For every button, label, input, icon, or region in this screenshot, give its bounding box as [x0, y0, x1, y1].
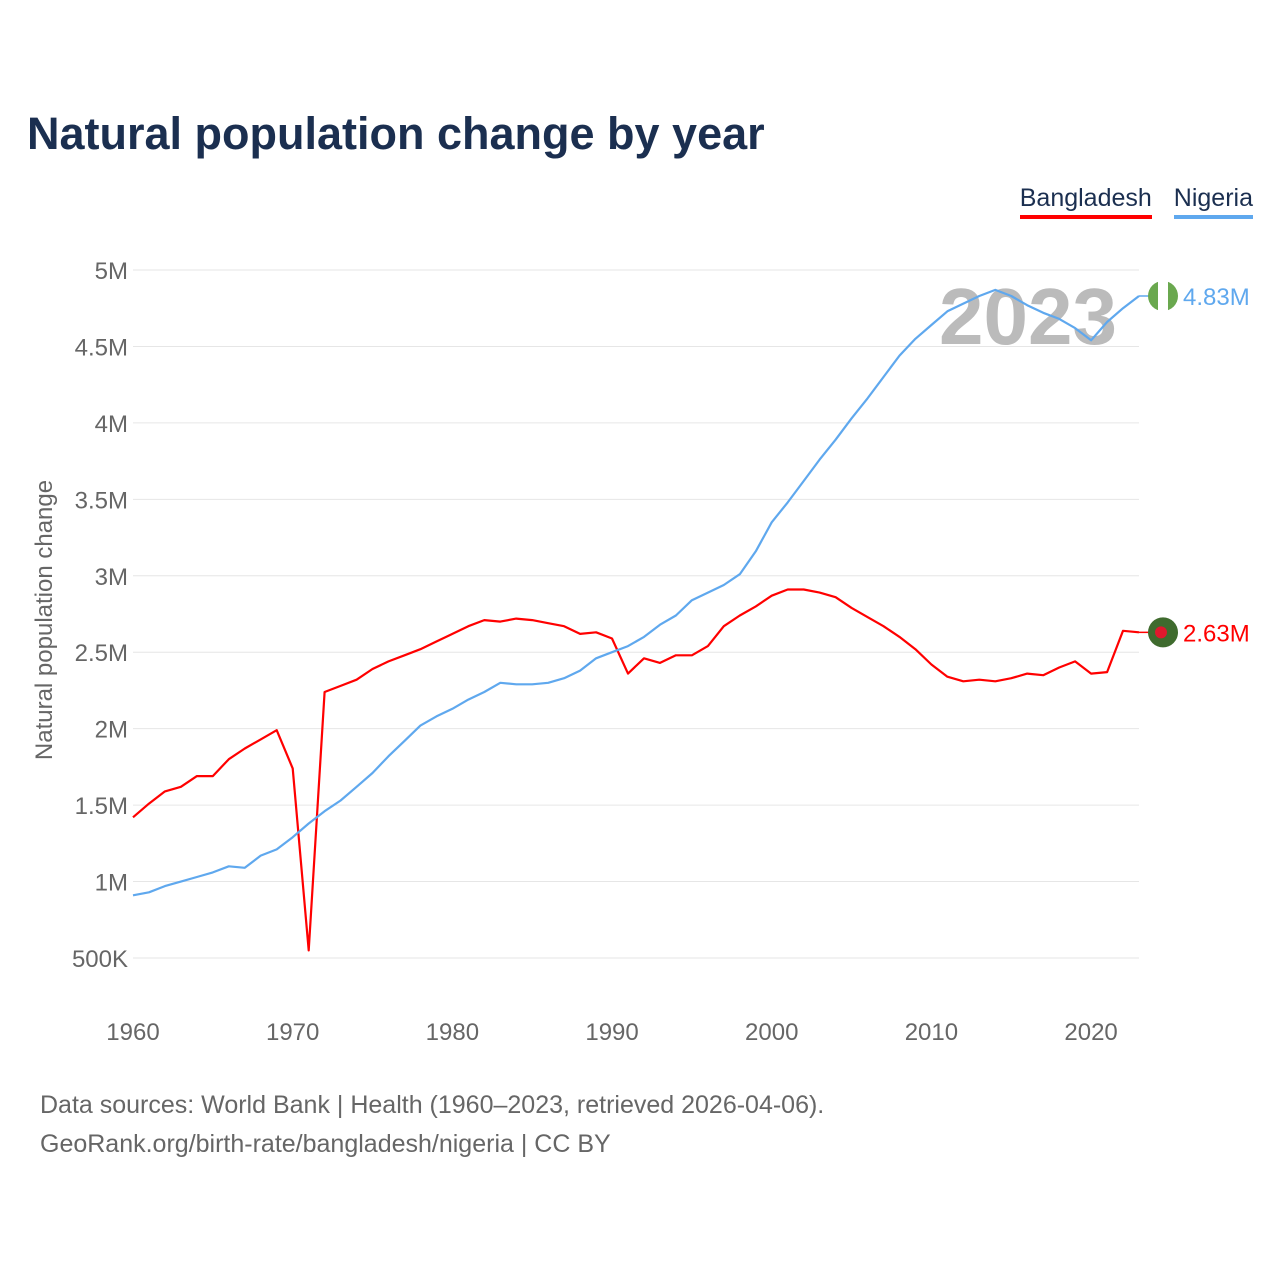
y-tick-label: 2M — [95, 717, 128, 744]
x-tick-label: 2020 — [1064, 1019, 1117, 1046]
series-line-bangladesh — [132, 588, 1140, 952]
series-line-nigeria — [132, 288, 1140, 897]
x-tick-label: 2000 — [745, 1019, 798, 1046]
x-tick-label: 1970 — [266, 1019, 319, 1046]
y-tick-label: 3M — [95, 564, 128, 591]
y-tick-label: 500K — [72, 946, 128, 973]
x-tick-label: 1980 — [426, 1019, 479, 1046]
y-tick-label: 4M — [95, 411, 128, 438]
data-source-text: Data sources: World Bank | Health (1960–… — [40, 1091, 825, 1119]
year-watermark: 2023 — [939, 272, 1117, 361]
y-axis-label: Natural population change — [31, 480, 58, 760]
y-tick-label: 1M — [95, 870, 128, 897]
y-tick-label: 5M — [95, 258, 128, 285]
nigeria-flag-icon — [1148, 280, 1178, 311]
attribution-text: GeoRank.org/birth-rate/bangladesh/nigeri… — [40, 1130, 611, 1158]
legend-item-nigeria[interactable]: Nigeria — [1173, 184, 1253, 219]
x-tick-label: 2010 — [905, 1019, 958, 1046]
legend-item-bangladesh[interactable]: Bangladesh — [1019, 184, 1152, 219]
y-tick-label: 2.5M — [75, 640, 128, 667]
bangladesh-flag-disc — [1155, 626, 1167, 639]
x-tick-label: 1960 — [106, 1019, 159, 1046]
y-tick-label: 4.5M — [75, 334, 128, 361]
y-tick-label: 3.5M — [75, 487, 128, 514]
footer: Data sources: World Bank | Health (1960–… — [40, 1086, 824, 1164]
end-value-label: 2.63M — [1183, 620, 1250, 647]
end-value-label: 4.83M — [1183, 284, 1250, 311]
x-tick-label: 1990 — [585, 1019, 638, 1046]
chart-title: Natural population change by year — [27, 108, 765, 159]
legend: Bangladesh Nigeria — [1019, 184, 1253, 219]
y-tick-label: 1.5M — [75, 793, 128, 820]
